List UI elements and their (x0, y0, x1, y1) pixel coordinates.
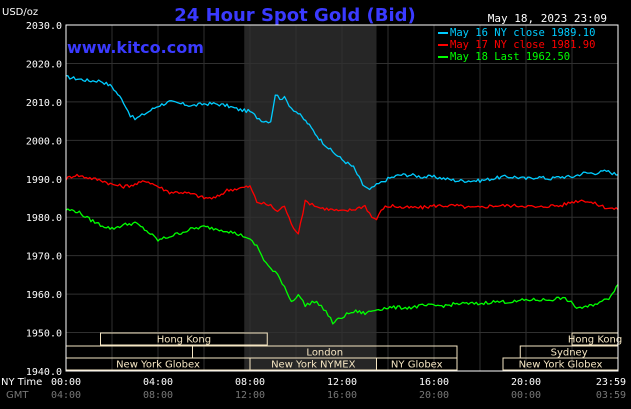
x-tick-labels: 00:00 04:00 04:00 08:00 08:00 12:00 12:00 16:00… (51, 377, 626, 401)
watermark: www.kitco.com (67, 38, 204, 57)
x-tick-label: 12:00 (327, 377, 357, 388)
x-tick-label: 23:59 (596, 377, 626, 388)
session-box (100, 332, 268, 346)
y-tick-label: 1990.0 (26, 175, 62, 186)
series-line-1 (65, 74, 619, 191)
y-tick-label: 2020.0 (26, 59, 62, 70)
plot-frame (65, 24, 619, 372)
x-tick-label: 04:00 (143, 377, 173, 388)
series-layer (65, 74, 619, 325)
legend-entry: May 18 Last 1962.50 (450, 51, 570, 63)
y-tick-label: 1970.0 (26, 252, 62, 263)
session-label: London (306, 348, 343, 359)
y-tick-label: 1950.0 (26, 329, 62, 340)
gmt-tick-label: 20:00 (419, 390, 449, 401)
x-tick-label: 00:00 (51, 377, 81, 388)
gmt-tick-label: 04:00 (51, 390, 81, 401)
y-tick-label: 1960.0 (26, 290, 62, 301)
session-label: New York Globex (116, 360, 200, 371)
y-tick-label: 2010.0 (26, 98, 62, 109)
y-tick-labels: 1940.0 1950.0 1960.0 1970.0 1980.0 1990.0 2000… (26, 21, 62, 378)
gmt-tick-label: 08:00 (143, 390, 173, 401)
x-tick-label: 16:00 (419, 377, 449, 388)
session-label: Hong Kong (568, 335, 622, 346)
timestamp: May 18, 2023 23:09 (488, 12, 607, 25)
x-tick-label: 08:00 (235, 377, 265, 388)
session-label: Hong Kong (157, 335, 211, 346)
x-tick-label: 20:00 (511, 377, 541, 388)
highlight-band-layer (244, 25, 377, 371)
chart-title: 24 Hour Spot Gold (Bid) (174, 5, 415, 26)
gmt-tick-label: 16:00 (327, 390, 357, 401)
unit-label: USD/oz (2, 7, 38, 18)
legend-entry: May 16 NY close 1989.10 (450, 27, 595, 39)
y-tick-label: 2000.0 (26, 136, 62, 147)
y-tick-label: 1980.0 (26, 213, 62, 224)
gmt-tick-label: 03:59 (596, 390, 626, 401)
series-line-2 (65, 173, 619, 235)
session-label: NY Globex (391, 360, 443, 371)
y-tick-label: 1940.0 (26, 367, 62, 378)
session-box (376, 357, 458, 371)
gmt-label: GMT (6, 390, 29, 401)
session-label: New York NYMEX (271, 360, 356, 371)
series-line-3 (65, 208, 619, 325)
legend-entry: May 17 NY close 1981.90 (450, 39, 595, 51)
session-label: Sydney (551, 348, 588, 359)
y-tick-label: 2030.0 (26, 21, 62, 32)
session-label: New York Globex (519, 360, 603, 371)
ny-time-label: NY Time (1, 377, 42, 388)
nymex-highlight-band (244, 25, 377, 371)
gmt-tick-label: 12:00 (235, 390, 265, 401)
gmt-tick-label: 00:00 (511, 390, 541, 401)
